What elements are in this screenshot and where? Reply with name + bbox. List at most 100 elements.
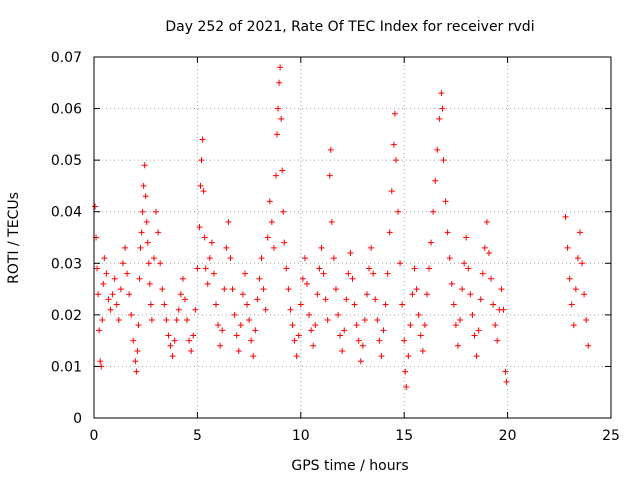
data-point <box>392 157 399 164</box>
data-point <box>359 342 366 349</box>
data-point <box>374 317 381 324</box>
data-point <box>122 244 129 251</box>
data-point <box>134 347 141 354</box>
data-point <box>177 291 184 298</box>
data-point <box>498 286 505 293</box>
data-point <box>299 275 306 282</box>
data-point <box>574 255 581 262</box>
x-axis-label: GPS time / hours <box>291 458 408 474</box>
data-point <box>244 301 251 308</box>
data-point <box>390 141 397 148</box>
data-point <box>246 317 253 324</box>
data-point <box>165 332 172 339</box>
data-point <box>428 239 435 246</box>
data-point <box>293 353 300 360</box>
x-tick-labels: 0 5 10 15 20 25 <box>90 428 620 444</box>
data-point <box>409 291 416 298</box>
data-point <box>132 358 139 365</box>
data-point <box>139 208 146 215</box>
data-point <box>295 332 302 339</box>
data-point <box>417 332 424 339</box>
data-point <box>92 203 99 210</box>
chart-title: Day 252 of 2021, Rate Of TEC Index for r… <box>165 19 534 35</box>
data-point <box>95 291 102 298</box>
data-point <box>572 286 579 293</box>
data-point <box>285 286 292 293</box>
data-point <box>235 347 242 354</box>
data-point <box>276 79 283 86</box>
x-tick-label: 20 <box>499 428 517 444</box>
data-point <box>184 317 191 324</box>
data-point <box>181 296 188 303</box>
data-point <box>411 265 418 272</box>
data-point <box>368 244 375 251</box>
data-point <box>483 219 490 226</box>
data-point <box>391 110 398 117</box>
data-point <box>107 306 114 313</box>
data-point <box>426 265 433 272</box>
data-point <box>111 275 118 282</box>
data-point <box>490 301 497 308</box>
data-point <box>378 353 385 360</box>
data-point <box>481 244 488 251</box>
data-point <box>202 265 209 272</box>
data-point <box>256 275 263 282</box>
data-point <box>250 353 257 360</box>
data-point <box>581 291 588 298</box>
data-point <box>119 260 126 267</box>
data-point <box>135 322 142 329</box>
data-point <box>310 342 317 349</box>
data-point <box>239 291 246 298</box>
data-point <box>171 337 178 344</box>
data-point <box>341 327 348 334</box>
data-point <box>382 301 389 308</box>
data-point <box>140 182 147 189</box>
data-point <box>439 105 446 112</box>
data-point <box>196 224 203 231</box>
data-point <box>452 322 459 329</box>
data-point <box>339 347 346 354</box>
data-point <box>157 260 164 267</box>
data-point <box>192 306 199 313</box>
data-point <box>343 296 350 303</box>
data-point <box>280 208 287 215</box>
data-point <box>450 301 457 308</box>
data-point <box>475 327 482 334</box>
data-point <box>138 229 145 236</box>
data-point <box>335 311 342 318</box>
data-point <box>403 384 410 391</box>
data-point <box>434 146 441 153</box>
data-point <box>347 249 354 256</box>
data-point <box>351 301 358 308</box>
data-point <box>402 368 409 375</box>
y-tick-label: 0.03 <box>51 256 82 272</box>
data-point <box>370 270 377 277</box>
data-point <box>562 213 569 220</box>
data-point <box>206 255 213 262</box>
data-point <box>308 327 315 334</box>
data-point <box>221 286 228 293</box>
data-point <box>219 327 226 334</box>
data-point <box>99 317 106 324</box>
data-point <box>492 322 499 329</box>
data-point <box>570 322 577 329</box>
data-point <box>376 337 383 344</box>
data-point <box>421 322 428 329</box>
data-point <box>210 270 217 277</box>
data-point <box>279 167 286 174</box>
data-point <box>103 270 110 277</box>
data-point <box>361 317 368 324</box>
data-point <box>380 327 387 334</box>
data-point <box>270 244 277 251</box>
x-tick-label: 0 <box>90 428 99 444</box>
data-point <box>448 280 455 287</box>
data-point <box>459 286 466 293</box>
y-tick-label: 0.02 <box>51 308 82 324</box>
data-point <box>438 90 445 97</box>
data-point <box>301 255 308 262</box>
data-point <box>179 275 186 282</box>
data-point <box>142 193 149 200</box>
data-point <box>485 249 492 256</box>
